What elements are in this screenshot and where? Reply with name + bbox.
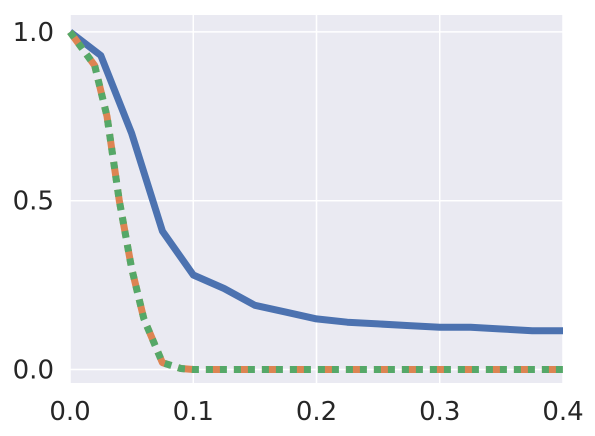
x-tick-label: 0.0 <box>49 397 90 427</box>
y-tick-label: 0.5 <box>13 187 54 217</box>
x-tick-label: 0.4 <box>542 397 583 427</box>
x-tick-label: 0.3 <box>419 397 460 427</box>
series-line-3 <box>67 29 563 373</box>
y-tick-label: 0.0 <box>13 355 54 385</box>
y-axis-ticks: 0.0 0.5 1.0 <box>13 18 54 386</box>
grid-lines <box>69 15 564 383</box>
x-tick-label: 0.1 <box>173 397 214 427</box>
x-axis-ticks: 0.0 0.1 0.2 0.3 0.4 <box>49 397 583 427</box>
y-tick-label: 1.0 <box>13 18 54 48</box>
series-line-1 <box>67 29 563 335</box>
x-tick-label: 0.2 <box>296 397 337 427</box>
series-group <box>67 29 563 373</box>
